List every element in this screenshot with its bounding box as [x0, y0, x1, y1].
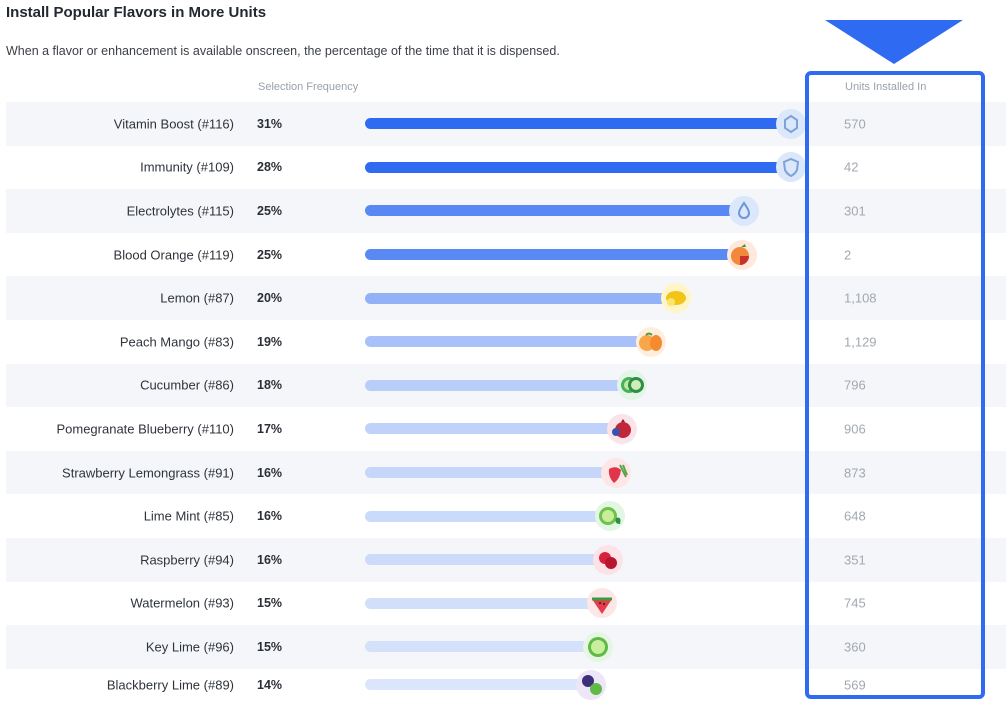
table-row: Vitamin Boost (#116) 31% 570 — [6, 102, 1006, 146]
flavor-name: Strawberry Lemongrass (#91) — [62, 465, 234, 481]
flavor-name: Raspberry (#94) — [140, 552, 234, 568]
units-installed-value: 1,129 — [844, 334, 877, 350]
frequency-bar — [365, 292, 668, 304]
frequency-label: 20% — [257, 291, 283, 306]
units-installed-value: 745 — [844, 595, 866, 611]
frequency-label: 15% — [257, 596, 283, 611]
units-installed-value: 1,108 — [844, 290, 877, 306]
units-installed-value: 42 — [844, 159, 859, 175]
flavor-name: Key Lime (#96) — [145, 639, 234, 655]
frequency-bar — [365, 249, 734, 261]
frequency-label: 28% — [257, 160, 283, 175]
frequency-label: 25% — [257, 247, 283, 262]
blood-orange-icon — [726, 239, 758, 271]
lemon-icon — [660, 282, 692, 314]
table-row: Watermelon (#93) 15% 745 — [6, 582, 1006, 626]
frequency-bar — [365, 641, 590, 653]
frequency-label: 14% — [257, 677, 283, 692]
flavor-name: Vitamin Boost (#116) — [113, 116, 234, 132]
lime-mint-icon — [594, 500, 626, 532]
frequency-label: 16% — [257, 552, 283, 567]
page-title: Install Popular Flavors in More Units — [6, 4, 267, 21]
frequency-bar — [365, 118, 783, 130]
raspberry-icon — [592, 544, 624, 576]
frequency-label: 18% — [257, 378, 283, 393]
units-installed-value: 301 — [844, 203, 866, 219]
frequency-label: 15% — [257, 639, 283, 654]
frequency-bar — [365, 679, 583, 691]
table-row: Blackberry Lime (#89) 14% 569 — [6, 669, 1006, 701]
frequency-label: 31% — [257, 116, 283, 131]
frequency-bar — [365, 510, 602, 522]
table-row: Electrolytes (#115) 25% 301 — [6, 189, 1006, 233]
pomegranate-blueberry-icon — [606, 413, 638, 445]
flavor-name: Immunity (#109) — [140, 159, 234, 175]
units-installed-value: 570 — [844, 116, 866, 132]
table-row: Peach Mango (#83) 19% 1,129 — [6, 320, 1006, 364]
watermelon-icon — [586, 587, 618, 619]
page-subtitle: When a flavor or enhancement is availabl… — [6, 44, 560, 58]
table-row: Raspberry (#94) 16% 351 — [6, 538, 1006, 582]
table-row: Lemon (#87) 20% 1,108 — [6, 276, 1006, 320]
flavor-name: Lime Mint (#85) — [143, 508, 234, 524]
frequency-label: 16% — [257, 509, 283, 524]
table-row: Blood Orange (#119) 25% 2 — [6, 233, 1006, 277]
frequency-bar — [365, 423, 614, 435]
units-installed-value: 906 — [844, 421, 866, 437]
vitamin-boost-icon — [775, 108, 807, 140]
flavor-name: Electrolytes (#115) — [126, 203, 234, 219]
table-row: Pomegranate Blueberry (#110) 17% 906 — [6, 407, 1006, 451]
key-lime-icon — [582, 631, 614, 663]
frequency-bar — [365, 379, 624, 391]
flavor-name: Blood Orange (#119) — [113, 247, 234, 263]
units-installed-value: 873 — [844, 465, 866, 481]
cucumber-icon — [616, 369, 648, 401]
table-row: Lime Mint (#85) 16% 648 — [6, 494, 1006, 538]
units-installed-value: 796 — [844, 377, 866, 393]
frequency-label: 16% — [257, 465, 283, 480]
units-installed-value: 360 — [844, 639, 866, 655]
flavor-name: Blackberry Lime (#89) — [106, 677, 234, 693]
frequency-bar — [365, 467, 608, 479]
units-installed-value: 648 — [844, 508, 866, 524]
units-installed-value: 351 — [844, 552, 866, 568]
water-drop-icon — [728, 195, 760, 227]
frequency-bar — [365, 161, 783, 173]
table-row: Key Lime (#96) 15% 360 — [6, 625, 1006, 669]
units-installed-value: 569 — [844, 677, 866, 693]
units-installed-header: Units Installed In — [845, 81, 927, 93]
immunity-icon — [775, 151, 807, 183]
table-row: Immunity (#109) 28% 42 — [6, 146, 1006, 190]
frequency-bar — [365, 205, 736, 217]
units-installed-value: 2 — [844, 247, 852, 263]
strawberry-lemongrass-icon — [600, 457, 632, 489]
flavor-name: Peach Mango (#83) — [119, 334, 234, 350]
table-row: Cucumber (#86) 18% 796 — [6, 363, 1006, 408]
down-arrow-icon — [825, 20, 963, 64]
frequency-bar — [365, 597, 594, 609]
frequency-bar — [365, 554, 600, 566]
blackberry-lime-icon — [575, 669, 607, 701]
frequency-label: 19% — [257, 334, 283, 349]
flavor-name: Pomegranate Blueberry (#110) — [56, 421, 234, 437]
selection-frequency-header: Selection Frequency — [258, 81, 359, 93]
frequency-bar — [365, 336, 643, 348]
flavor-name: Cucumber (#86) — [140, 377, 234, 393]
frequency-label: 17% — [257, 421, 283, 436]
frequency-label: 25% — [257, 203, 283, 218]
flavor-name: Watermelon (#93) — [130, 595, 234, 611]
table-row: Strawberry Lemongrass (#91) 16% 873 — [6, 450, 1006, 495]
peach-mango-icon — [635, 326, 667, 358]
flavor-name: Lemon (#87) — [160, 290, 234, 306]
